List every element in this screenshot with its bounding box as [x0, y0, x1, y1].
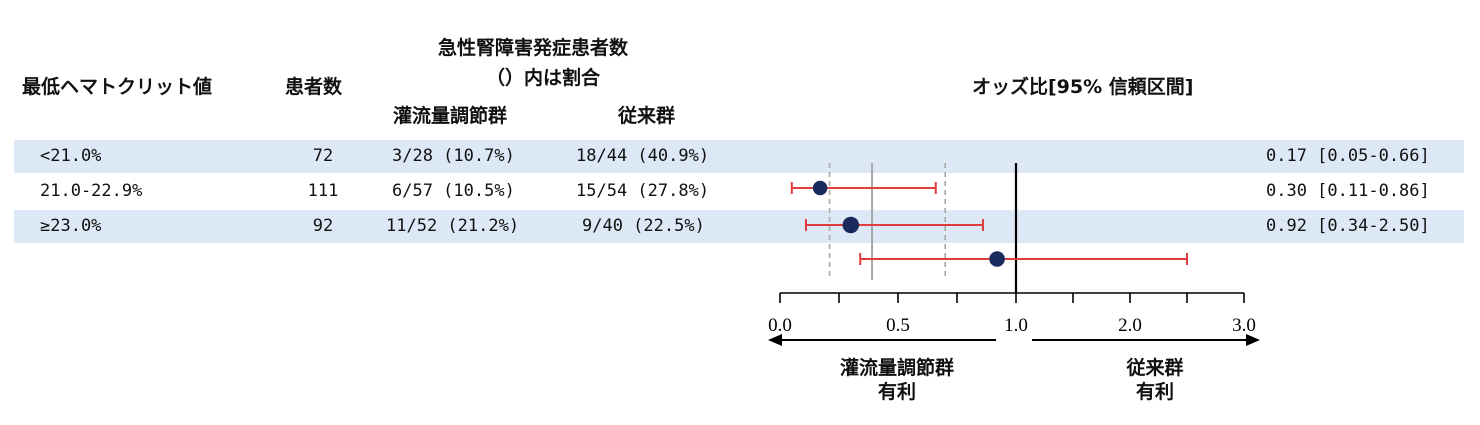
x-tick-label: 0.0 [768, 315, 792, 336]
header-aki-line1: 急性腎障害発症患者数 [438, 37, 629, 59]
favor-conventional-label: 従来群 有利 [1100, 356, 1210, 404]
row-perfusion: 6/57 (10.5%) [392, 181, 515, 201]
row-conventional: 9/40 (22.5%) [582, 216, 705, 236]
point-estimate [842, 216, 860, 234]
point-estimate [989, 251, 1005, 267]
x-tick-label: 1.0 [1004, 315, 1028, 336]
x-tick-label: 2.0 [1118, 315, 1142, 336]
row-or-ci: 0.17 [0.05-0.66] [1266, 146, 1430, 166]
favor-right-arrowhead [1246, 334, 1260, 346]
x-tick-label: 0.5 [886, 315, 910, 336]
favor-perfusion-label: 灌流量調節群 有利 [812, 356, 982, 404]
row-or-ci: 0.92 [0.34-2.50] [1266, 216, 1430, 236]
row-group: ≥23.0% [40, 216, 102, 236]
row-perfusion: 3/28 (10.7%) [392, 146, 515, 166]
favor-perfusion-line1: 灌流量調節群 [839, 357, 954, 379]
row-conventional: 18/44 (40.9%) [576, 146, 710, 166]
row-conventional: 15/54 (27.8%) [576, 181, 710, 201]
favor-conventional-line1: 従来群 [1126, 357, 1184, 379]
point-estimate [812, 180, 828, 196]
row-perfusion: 11/52 (21.2%) [386, 216, 520, 236]
row-n: 72 [312, 146, 334, 166]
header-hematocrit: 最低ヘマトクリット値 [22, 76, 213, 98]
row-or-ci: 0.30 [0.11-0.86] [1266, 181, 1430, 201]
row-group: 21.0-22.9% [40, 181, 143, 201]
favor-perfusion-line2: 有利 [877, 381, 916, 403]
row-group: <21.0% [40, 146, 102, 166]
x-tick-label: 3.0 [1232, 315, 1256, 336]
header-perfusion: 灌流量調節群 [393, 105, 508, 127]
header-aki-line2: （）内は割合 [486, 67, 601, 89]
favor-left-arrowhead [768, 334, 782, 346]
row-band-1 [14, 140, 1464, 173]
header-conventional: 従来群 [618, 105, 676, 127]
favor-conventional-line2: 有利 [1135, 381, 1174, 403]
row-n: 111 [307, 181, 339, 201]
header-patients: 患者数 [285, 76, 343, 98]
row-band-3 [14, 210, 1464, 243]
header-odds-ratio: オッズ比[95% 信頼区間] [972, 76, 1194, 98]
row-n: 92 [312, 216, 334, 236]
